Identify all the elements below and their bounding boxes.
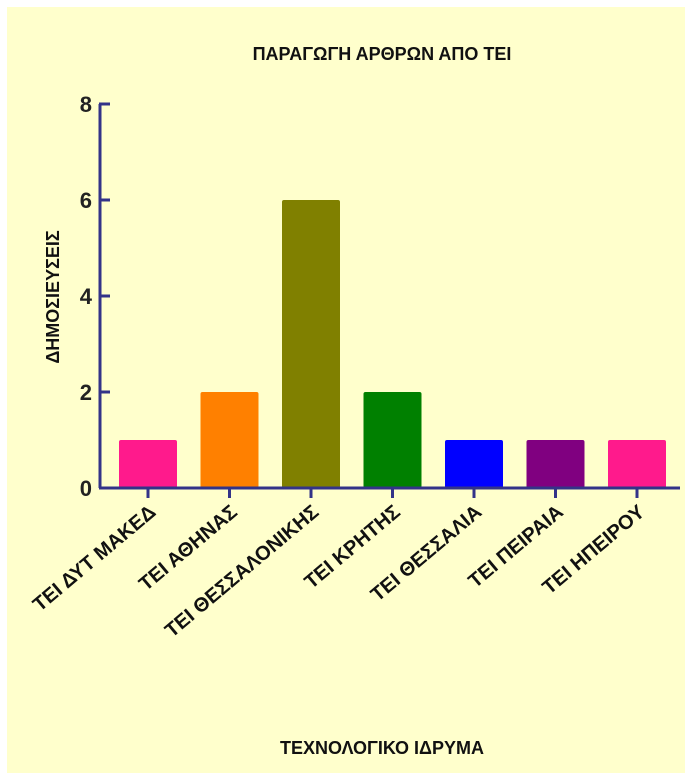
bar	[608, 440, 666, 488]
y-tick-label: 4	[80, 284, 93, 309]
bar	[526, 440, 585, 488]
y-tick-label: 8	[80, 92, 92, 117]
y-axis-title: ΔΗΜΟΣΙΕΥΣΕΙΣ	[43, 230, 63, 364]
bar-chart: ΠΑΡΑΓΩΓΗ ΑΡΘΡΩΝ ΑΠΟ ΤΕΙ ΤΕΧΝΟΛΟΓΙΚΟ ΙΔΡΥ…	[29, 44, 680, 758]
bar	[363, 392, 422, 488]
x-tick-label: ΤΕΙ ΘΕΣΣΑΛΟΝΙΚΗΣ	[161, 501, 323, 642]
x-tick-label: ΤΕΙ ΔΥΤ ΜΑΚΕΔ	[29, 501, 160, 616]
chart-panel: ΠΑΡΑΓΩΓΗ ΑΡΘΡΩΝ ΑΠΟ ΤΕΙ ΤΕΧΝΟΛΟΓΙΚΟ ΙΔΡΥ…	[7, 7, 685, 773]
chart-title: ΠΑΡΑΓΩΓΗ ΑΡΘΡΩΝ ΑΠΟ ΤΕΙ	[253, 44, 512, 64]
bars-group	[119, 200, 666, 488]
bar	[282, 200, 340, 488]
x-axis-title: ΤΕΧΝΟΛΟΓΙΚΟ ΙΔΡΥΜΑ	[280, 738, 484, 758]
y-tick-label: 0	[80, 476, 92, 501]
y-tick-label: 6	[80, 188, 92, 213]
bar	[445, 440, 503, 488]
bar	[200, 392, 259, 488]
y-tick-label: 2	[80, 380, 92, 405]
bar	[119, 440, 177, 488]
